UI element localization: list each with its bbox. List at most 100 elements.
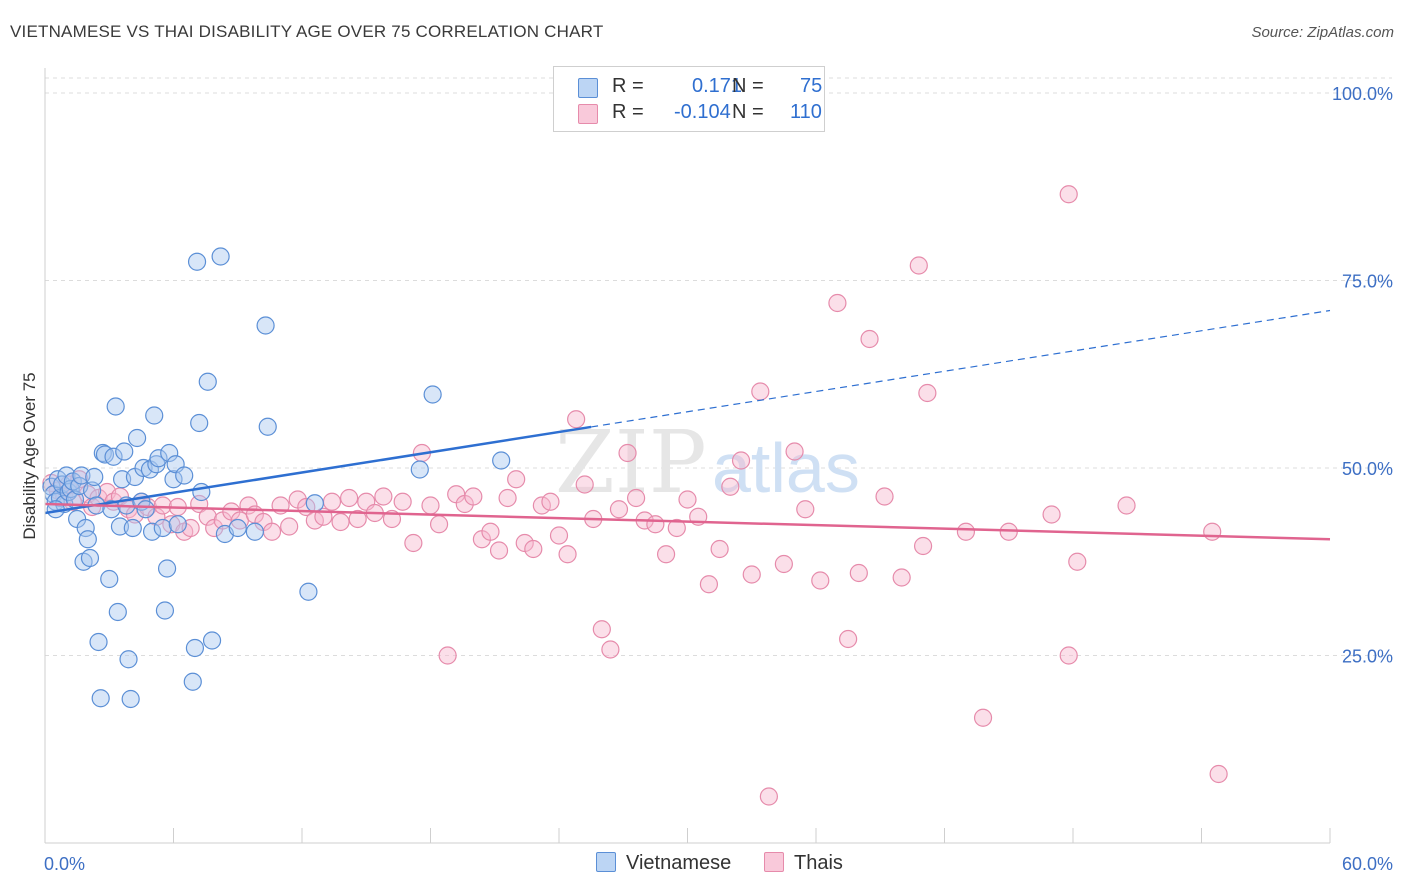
data-point-vietnamese — [155, 601, 175, 620]
y-tick-label: 25.0% — [1342, 647, 1393, 667]
data-point-vietnamese — [492, 451, 511, 470]
data-point-thais — [575, 475, 594, 494]
data-point-thais — [828, 293, 847, 313]
data-point-thais — [656, 545, 676, 564]
data-point-thais — [678, 490, 697, 509]
series-thais-points — [42, 185, 1228, 806]
data-point-vietnamese — [192, 482, 211, 502]
trend-line-vietnamese-dashed — [591, 309, 1331, 428]
data-point-thais — [489, 541, 509, 560]
data-point-thais — [331, 512, 350, 532]
data-point-vietnamese — [142, 522, 162, 541]
data-point-vietnamese — [164, 470, 183, 489]
data-point-vietnamese — [160, 443, 179, 463]
data-point-vietnamese — [245, 522, 264, 541]
data-point-vietnamese — [305, 494, 324, 513]
data-point-vietnamese — [256, 316, 275, 335]
data-point-thais — [1209, 764, 1228, 784]
data-point-thais — [322, 492, 342, 511]
data-point-vietnamese — [89, 632, 108, 652]
data-point-vietnamese — [153, 518, 172, 538]
r-label: R = — [612, 75, 644, 97]
data-point-vietnamese — [76, 518, 95, 538]
data-point-thais — [1068, 552, 1087, 571]
data-point-thais — [721, 477, 740, 496]
legend-swatch-vietnamese — [578, 78, 598, 98]
data-point-vietnamese — [115, 442, 134, 461]
data-point-thais — [421, 496, 440, 515]
data-point-thais — [646, 515, 665, 534]
data-point-vietnamese — [121, 689, 140, 709]
data-point-vietnamese — [228, 518, 247, 538]
data-point-thais — [785, 442, 804, 461]
data-point-vietnamese — [119, 650, 138, 669]
n-value: 110 — [790, 101, 822, 123]
data-point-thais — [742, 565, 761, 584]
data-point-thais — [609, 500, 629, 519]
r-value: 0.171 — [692, 75, 743, 97]
data-point-thais — [348, 509, 367, 529]
data-point-vietnamese — [299, 582, 318, 601]
data-point-thais — [699, 575, 719, 594]
data-point-vietnamese — [83, 481, 102, 500]
data-point-thais — [774, 554, 793, 574]
n-label: N = — [732, 101, 764, 123]
data-point-thais — [393, 492, 412, 511]
data-point-thais — [481, 522, 500, 541]
data-point-thais — [759, 787, 778, 806]
data-point-vietnamese — [106, 397, 125, 416]
source-label: Source: ZipAtlas.com — [1251, 24, 1394, 41]
legend-label-vietnamese: Vietnamese — [626, 852, 732, 874]
data-point-thais — [839, 629, 858, 649]
data-point-thais — [567, 410, 586, 429]
data-point-vietnamese — [127, 428, 147, 448]
data-point-vietnamese — [187, 252, 207, 271]
x-tick-label: 0.0% — [44, 854, 85, 874]
trend-line-vietnamese — [44, 425, 592, 515]
data-point-thais — [618, 443, 637, 463]
data-point-thais — [601, 640, 620, 659]
data-point-thais — [592, 620, 611, 639]
legend-label-thais: Thais — [794, 852, 843, 874]
data-point-thais — [731, 451, 751, 470]
data-point-thais — [464, 487, 483, 506]
data-point-vietnamese — [59, 482, 78, 502]
data-point-thais — [558, 545, 577, 564]
data-point-vietnamese — [183, 672, 202, 691]
data-point-thais — [429, 515, 449, 534]
data-point-thais — [918, 383, 937, 403]
data-point-vietnamese — [136, 500, 155, 519]
data-point-vietnamese — [80, 548, 100, 568]
data-point-thais — [507, 470, 526, 489]
data-point-thais — [549, 526, 569, 545]
data-point-vietnamese — [198, 372, 217, 391]
y-axis-label: Disability Age Over 75 — [20, 372, 39, 539]
data-point-thais — [1203, 522, 1222, 541]
data-point-thais — [438, 646, 457, 665]
data-point-vietnamese — [211, 247, 230, 266]
data-point-thais — [956, 522, 976, 541]
data-point-thais — [1059, 185, 1078, 204]
data-point-thais — [404, 533, 423, 553]
data-point-thais — [892, 568, 911, 587]
data-point-thais — [973, 708, 993, 727]
data-point-vietnamese — [410, 460, 429, 479]
data-point-vietnamese — [185, 638, 205, 658]
data-point-thais — [1059, 646, 1078, 665]
data-point-thais — [262, 522, 282, 541]
r-label: R = — [612, 101, 644, 123]
data-point-vietnamese — [100, 569, 119, 589]
data-point-thais — [524, 539, 543, 559]
data-point-vietnamese — [149, 449, 168, 468]
data-point-vietnamese — [145, 406, 164, 425]
data-point-thais — [710, 539, 729, 559]
data-point-thais — [909, 256, 928, 275]
trend-lines — [44, 309, 1331, 541]
data-point-vietnamese — [168, 515, 187, 534]
data-point-thais — [1117, 496, 1136, 515]
data-point-vietnamese — [202, 631, 222, 650]
data-point-thais — [913, 536, 933, 556]
data-point-vietnamese — [423, 385, 442, 404]
watermark-atlas: atlas — [712, 429, 860, 507]
